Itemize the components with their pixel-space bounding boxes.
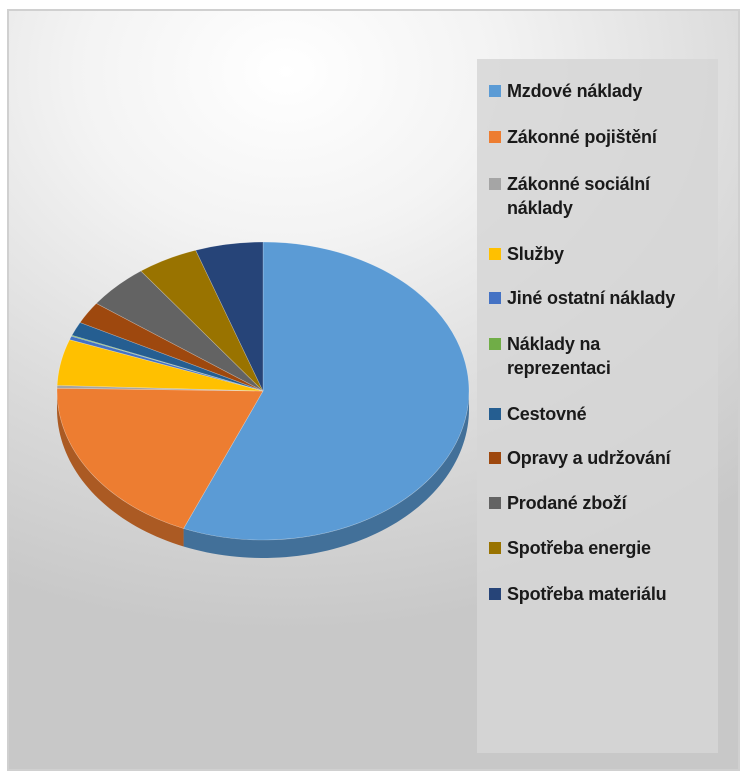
- legend-label: Spotřeba energie: [507, 536, 717, 560]
- legend-item: Prodané zboží: [489, 491, 718, 515]
- legend-item: Služby: [489, 242, 718, 266]
- legend-label: Jiné ostatní náklady: [507, 286, 717, 310]
- legend-swatch: [489, 292, 501, 304]
- legend-label: Opravy a udržování: [507, 446, 717, 470]
- legend: Mzdové náklady Zákonné pojištění Zákonné s…: [477, 59, 718, 753]
- legend-item: Opravy a udržování: [489, 446, 718, 470]
- legend-label: Mzdové náklady: [507, 79, 717, 103]
- legend-swatch: [489, 131, 501, 143]
- legend-item: Mzdové náklady: [489, 79, 718, 103]
- legend-swatch: [489, 588, 501, 600]
- legend-swatch: [489, 85, 501, 97]
- legend-label: Zákonné sociální náklady: [507, 172, 717, 220]
- legend-swatch: [489, 178, 501, 190]
- legend-label: Služby: [507, 242, 717, 266]
- legend-swatch: [489, 248, 501, 260]
- legend-swatch: [489, 542, 501, 554]
- legend-item: Spotřeba materiálu: [489, 582, 718, 606]
- legend-item: Náklady na reprezentaci: [489, 332, 718, 380]
- legend-label: Prodané zboží: [507, 491, 717, 515]
- legend-swatch: [489, 452, 501, 464]
- legend-label: Zákonné pojištění: [507, 125, 717, 149]
- chart-area: Mzdové náklady Zákonné pojištění Zákonné s…: [7, 9, 740, 771]
- legend-swatch: [489, 497, 501, 509]
- pie-slices: [57, 242, 469, 540]
- legend-item: Spotřeba energie: [489, 536, 718, 560]
- legend-swatch: [489, 338, 501, 350]
- legend-swatch: [489, 408, 501, 420]
- legend-item: Jiné ostatní náklady: [489, 286, 718, 310]
- legend-label: Náklady na reprezentaci: [507, 332, 717, 380]
- legend-label: Cestovné: [507, 402, 717, 426]
- legend-item: Cestovné: [489, 402, 718, 426]
- legend-item: Zákonné pojištění: [489, 125, 718, 149]
- legend-item: Zákonné sociální náklady: [489, 172, 718, 220]
- legend-label: Spotřeba materiálu: [507, 582, 717, 606]
